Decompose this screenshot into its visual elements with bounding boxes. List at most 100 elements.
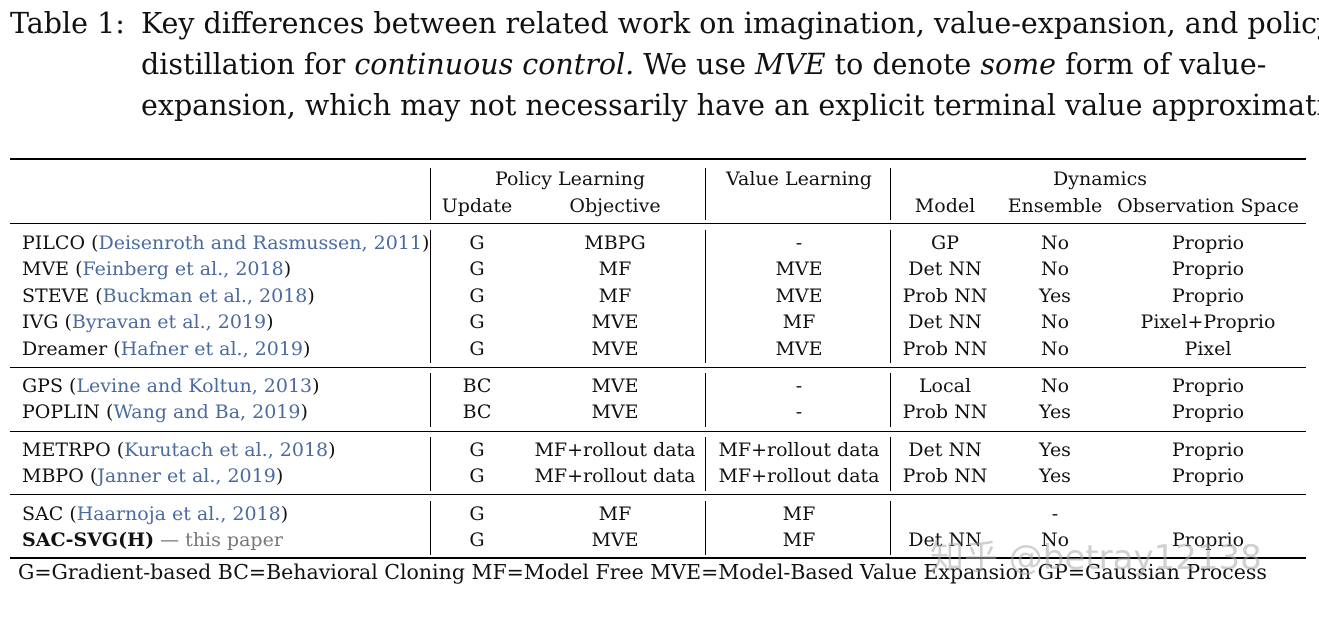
model-cell: Det NN [908,258,982,280]
value-cell: MF [782,311,816,333]
column-divider [430,230,431,363]
citation-link[interactable]: Levine and Koltun, 2013 [76,375,313,397]
caption-emphasis: some [980,48,1057,81]
table-row: Dreamer (Hafner et al., 2019) [22,338,311,360]
table-row: GPS (Levine and Koltun, 2013) [22,375,320,397]
observation-cell: Proprio [1171,258,1245,280]
group-rule-3 [10,494,1306,495]
model-cell: Det NN [908,439,982,461]
value-cell: MF [782,529,816,551]
objective-cell: MVE [591,311,639,333]
objective-cell: MVE [591,401,639,423]
table-row: POPLIN (Wang and Ba, 2019) [22,401,308,423]
observation-cell: Proprio [1171,401,1245,423]
citation-link[interactable]: Wang and Ba, 2019 [113,401,301,423]
ensemble-cell: Yes [1039,401,1071,423]
model-cell: GP [931,232,959,254]
column-divider [705,230,706,363]
ensemble-cell: Yes [1039,465,1071,487]
value-cell: - [795,375,803,397]
citation-link[interactable]: Feinberg et al., 2018 [82,258,284,280]
update-cell: G [469,439,485,461]
column-divider [890,373,891,427]
method-name: Dreamer [22,338,108,360]
table-row: MBPO (Janner et al., 2019) [22,465,284,487]
method-name: METRPO [22,439,111,461]
column-divider [890,230,891,363]
objective-cell: MF+rollout data [534,439,696,461]
citation-link[interactable]: Deisenroth and Rasmussen, 2011 [98,232,422,254]
caption-fragment: distillation for [141,48,346,81]
method-name: PILCO [22,232,86,254]
header-rule [10,223,1306,224]
table-footnote: G=Gradient-based BC=Behavioral Cloning M… [18,560,1267,584]
caption-fragment: to denote [834,48,972,81]
ensemble-cell: No [1040,529,1070,551]
ensemble-cell: No [1040,338,1070,360]
citation-link[interactable]: Janner et al., 2019 [97,465,276,487]
citation-link[interactable]: Haarnoja et al., 2018 [76,503,281,525]
value-cell: MVE [775,258,823,280]
header-dynamics: Dynamics [1052,168,1148,190]
column-divider [705,373,706,427]
observation-cell: Pixel [1184,338,1232,360]
top-rule [10,158,1306,160]
watermark: 知乎 @betray12138 [930,538,1262,578]
ensemble-cell: No [1040,311,1070,333]
citation-link[interactable]: Buckman et al., 2018 [102,285,308,307]
update-cell: G [469,258,485,280]
model-cell: Prob NN [902,285,988,307]
observation-cell: Proprio [1171,232,1245,254]
ensemble-cell: Yes [1039,285,1071,307]
ensemble-cell: No [1040,375,1070,397]
observation-cell: Proprio [1171,529,1245,551]
model-cell: Prob NN [902,401,988,423]
method-name: GPS [22,375,63,397]
column-divider [705,437,706,491]
value-cell: - [795,401,803,423]
ensemble-cell: Yes [1039,439,1071,461]
citation-link[interactable]: Kurutach et al., 2018 [124,439,329,461]
citation-link[interactable]: Hafner et al., 2019 [120,338,304,360]
value-cell: MVE [775,338,823,360]
column-divider [890,437,891,491]
this-paper-note: — this paper [160,529,283,551]
method-name: POPLIN [22,401,100,423]
value-cell: - [795,232,803,254]
table-row: IVG (Byravan et al., 2019) [22,311,274,333]
group-rule-2 [10,431,1306,432]
observation-cell: Proprio [1171,439,1245,461]
caption-line-1: Table 1: Key differences between related … [10,4,1319,44]
method-name: SAC [22,503,64,525]
citation-link[interactable]: Byravan et al., 2019 [71,311,267,333]
header-ensemble: Ensemble [1007,195,1103,217]
caption-fragment: We use [643,48,746,81]
objective-cell: MBPG [584,232,646,254]
ensemble-cell: No [1040,258,1070,280]
update-cell: BC [462,401,492,423]
value-cell: MF+rollout data [718,439,880,461]
model-cell: Prob NN [902,465,988,487]
caption-emphasis: MVE [755,48,826,81]
ensemble-cell: - [1051,503,1059,525]
column-divider [890,501,891,555]
column-divider [430,501,431,555]
column-divider [890,168,891,220]
method-name: MVE [22,258,70,280]
objective-cell: MF [598,503,632,525]
update-cell: G [469,232,485,254]
caption-line-2: distillation for continuous control. We … [141,45,1266,85]
update-cell: G [469,285,485,307]
table-row: MVE (Feinberg et al., 2018) [22,258,292,280]
objective-cell: MF [598,258,632,280]
method-name: MBPO [22,465,84,487]
column-divider [705,168,706,220]
model-cell: Det NN [908,529,982,551]
table-row: SAC-SVG(H) — this paper [22,527,283,553]
column-divider [430,168,431,220]
update-cell: G [469,311,485,333]
method-name: SAC-SVG(H) [22,529,155,551]
objective-cell: MVE [591,375,639,397]
table-row: PILCO (Deisenroth and Rasmussen, 2011) [22,232,430,254]
caption-label: Table 1: [10,7,125,40]
